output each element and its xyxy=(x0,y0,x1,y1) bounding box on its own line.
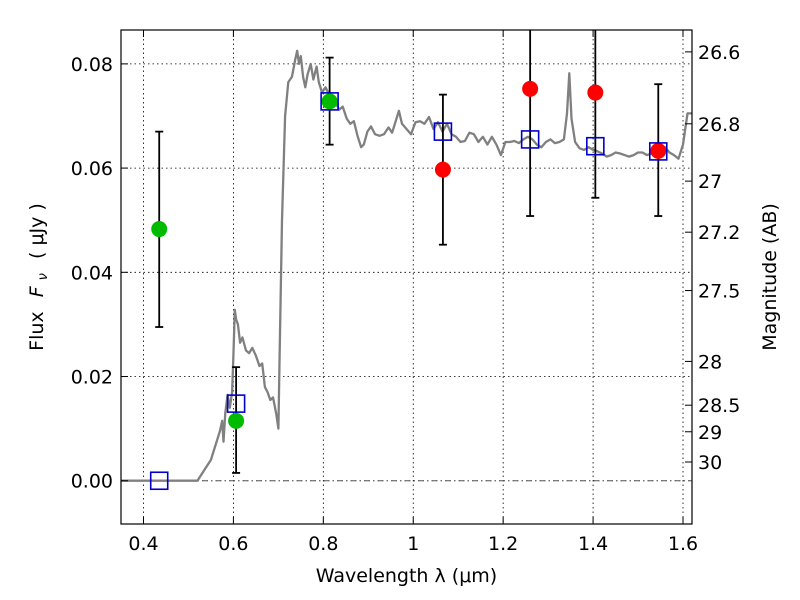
x-tick-label: 1 xyxy=(407,533,419,555)
model-point xyxy=(520,130,540,149)
x-axis-label: Wavelength λ (μm) xyxy=(316,565,497,587)
template-spectrum-line xyxy=(121,49,692,482)
right-tick-label: 27 xyxy=(698,171,722,193)
right-tick-label: 28 xyxy=(698,351,722,373)
observed-point xyxy=(650,142,667,159)
model-point xyxy=(586,136,605,156)
observed-point xyxy=(587,84,604,101)
y-axis-label-subscript: ν xyxy=(36,273,51,280)
x-tick-label: 0.4 xyxy=(128,533,158,555)
right-tick-label: 30 xyxy=(698,452,722,474)
x-tick-label: 1.4 xyxy=(578,533,608,555)
right-tick-label: 27.2 xyxy=(698,222,740,244)
model-point xyxy=(433,122,453,141)
right-tick-label: 26.8 xyxy=(698,114,740,136)
y-axis-label: Flux F ν ( μJy ) xyxy=(26,203,52,351)
model-point xyxy=(320,92,339,111)
observed-point xyxy=(434,161,451,178)
x-tick-label: 1.6 xyxy=(668,533,698,555)
y-tick-label: 0.02 xyxy=(71,367,113,389)
right-tick-label: 26.6 xyxy=(698,42,740,64)
y-tick-label: 0.04 xyxy=(71,262,113,284)
observed-point xyxy=(151,221,168,238)
x-tick-label: 0.6 xyxy=(218,533,248,555)
y-axis-label-text: Flux xyxy=(26,311,48,351)
y-axis-label-symbol: F xyxy=(26,285,48,297)
y-tick-label: 0.00 xyxy=(71,471,113,493)
model-point xyxy=(226,394,246,413)
right-tick-label: 27.5 xyxy=(698,281,740,303)
grid xyxy=(121,30,692,524)
observed-point xyxy=(321,93,338,110)
observed-point xyxy=(228,412,245,429)
right-y-axis-label: Magnitude (AB) xyxy=(759,203,781,351)
model-point xyxy=(648,142,668,161)
y-tick-label: 0.06 xyxy=(71,158,113,180)
right-tick-label: 29 xyxy=(698,422,722,444)
observed-point xyxy=(522,80,539,97)
x-tick-label: 0.8 xyxy=(308,533,338,555)
right-tick-label: 28.5 xyxy=(698,395,740,417)
y-tick-label: 0.08 xyxy=(71,54,113,76)
plot-area xyxy=(121,30,692,482)
y-axis-label-unit: ( μJy ) xyxy=(26,203,48,259)
plot-frame xyxy=(120,29,693,525)
x-tick-label: 1.2 xyxy=(488,533,518,555)
axes: 0.4 0.6 0.8 1 1.2 1.4 1.6 0.00 0.02 0.04 0.06 0.08 2… xyxy=(71,30,740,555)
model-point xyxy=(149,471,169,491)
